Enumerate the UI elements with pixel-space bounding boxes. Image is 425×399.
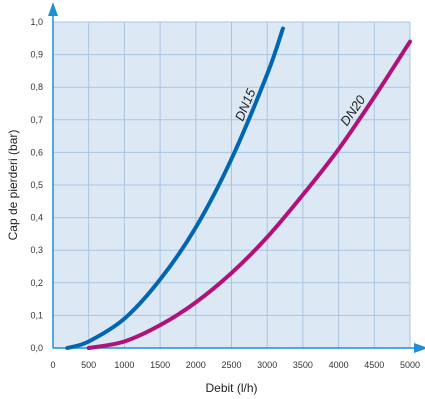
x-tick-label: 1500 bbox=[150, 360, 170, 370]
x-tick-label: 3500 bbox=[293, 360, 313, 370]
series-lines bbox=[65, 26, 412, 350]
y-tick-label: 0,9 bbox=[30, 50, 43, 60]
y-axis-tick-labels: 0,0 0,1 0,2 0,3 0,4 0,5 0,6 0,7 0,8 0,9 1,0 bbox=[30, 17, 43, 353]
y-tick-label: 0,4 bbox=[30, 213, 43, 223]
y-tick-label: 0,5 bbox=[30, 180, 43, 190]
y-tick-label: 0,6 bbox=[30, 147, 43, 157]
y-tick-label: 0,1 bbox=[30, 310, 43, 320]
y-tick-label: 0,7 bbox=[30, 115, 43, 125]
x-tick-label: 1000 bbox=[114, 360, 134, 370]
y-tick-label: 1,0 bbox=[30, 17, 43, 27]
x-tick-label: 0 bbox=[50, 360, 55, 370]
x-axis-tick-labels: 0 500 1000 1500 2000 2500 3000 3500 4000 4500 5000 bbox=[50, 360, 420, 370]
x-tick-label: 5000 bbox=[400, 360, 420, 370]
series-line-dn20 bbox=[86, 39, 412, 350]
y-axis-label: Cap de pierderi (bar) bbox=[6, 130, 20, 241]
x-tick-label: 2000 bbox=[186, 360, 206, 370]
gridlines bbox=[52, 21, 411, 349]
y-tick-label: 0,3 bbox=[30, 245, 43, 255]
x-tick-label: 500 bbox=[81, 360, 96, 370]
x-tick-label: 4000 bbox=[329, 360, 349, 370]
series-line-dn15 bbox=[65, 26, 285, 350]
y-tick-label: 0,0 bbox=[30, 343, 43, 353]
x-tick-label: 2500 bbox=[221, 360, 241, 370]
axes bbox=[48, 2, 425, 353]
y-axis-arrow bbox=[48, 2, 58, 16]
x-tick-label: 4500 bbox=[364, 360, 384, 370]
y-tick-label: 0,8 bbox=[30, 82, 43, 92]
x-axis-label: Debit (l/h) bbox=[205, 381, 257, 395]
x-tick-label: 3000 bbox=[257, 360, 277, 370]
x-axis-arrow bbox=[414, 343, 425, 353]
y-tick-label: 0,2 bbox=[30, 278, 43, 288]
